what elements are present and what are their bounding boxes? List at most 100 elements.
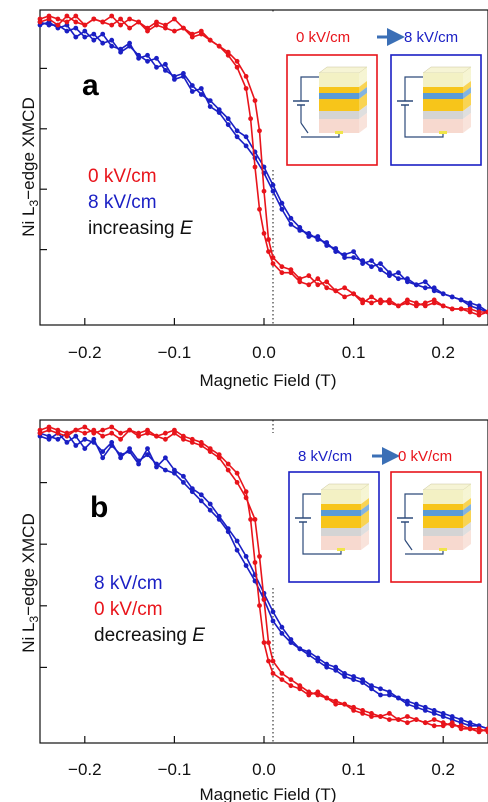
data-point (100, 31, 106, 37)
data-point (118, 436, 123, 442)
data-point (172, 28, 177, 34)
stack-side (463, 484, 471, 498)
data-point (243, 134, 249, 140)
data-point (396, 276, 401, 282)
device-schematic (390, 54, 482, 166)
data-point (333, 701, 339, 707)
data-point (234, 547, 240, 553)
data-point (440, 303, 446, 309)
data-point (181, 71, 186, 76)
data-point (279, 624, 285, 630)
stack-top-face (320, 483, 370, 491)
data-point (225, 52, 231, 58)
stack-layer (423, 73, 463, 81)
wire (404, 493, 423, 518)
wire (404, 105, 444, 138)
data-point (396, 695, 401, 701)
x-tick-label: −0.1 (158, 760, 192, 779)
data-point (172, 430, 177, 436)
data-point (163, 436, 168, 442)
data-point (91, 427, 97, 433)
data-point (396, 717, 401, 722)
data-point (234, 538, 240, 544)
stack-side (463, 492, 471, 504)
data-point (248, 517, 254, 522)
data-point (46, 433, 52, 439)
data-point (225, 116, 231, 122)
data-point (73, 25, 79, 31)
data-point (252, 560, 258, 565)
data-point (181, 473, 186, 479)
data-point (163, 455, 168, 461)
x-tick-label: 0.2 (431, 343, 455, 362)
data-point (118, 430, 123, 436)
data-point (189, 440, 195, 445)
data-point (396, 303, 401, 309)
data-point (189, 489, 195, 495)
data-point (405, 701, 410, 707)
data-point (422, 720, 428, 726)
data-point (234, 480, 240, 485)
data-point (163, 68, 168, 73)
data-point (252, 98, 258, 103)
data-point (248, 116, 254, 122)
stack-layer (423, 99, 463, 111)
stack-layer (321, 504, 361, 510)
contact-pad (335, 131, 343, 134)
data-point (163, 61, 168, 67)
data-point (351, 249, 356, 255)
data-point (82, 446, 88, 451)
data-point (207, 98, 213, 103)
stack-side (463, 522, 471, 536)
stack-side (359, 81, 367, 93)
data-point (306, 652, 312, 658)
data-point (315, 658, 321, 664)
data-point (243, 143, 249, 149)
stack-side (361, 492, 369, 504)
data-point (82, 34, 88, 40)
stack-side (463, 113, 471, 133)
data-point (225, 529, 231, 535)
stack-side (463, 75, 471, 87)
data-point (100, 455, 106, 461)
data-point (279, 631, 285, 636)
data-point (306, 282, 312, 288)
stack-side (359, 87, 367, 99)
y-ticks-b (40, 482, 47, 669)
stack-side (359, 67, 367, 81)
data-point (413, 300, 419, 306)
stack-layer (423, 119, 463, 133)
contact-pad (439, 548, 447, 551)
inset-title-right: 8 kV/cm (404, 29, 458, 46)
data-point (279, 206, 285, 212)
stack-layer (319, 81, 359, 87)
data-point (198, 92, 204, 97)
data-point (145, 452, 150, 458)
data-point (261, 188, 267, 194)
data-point (243, 495, 249, 501)
data-point (387, 717, 392, 722)
data-point (431, 300, 437, 306)
legend-entry-3: decreasing E (94, 625, 205, 646)
data-point (73, 34, 79, 40)
stack-layer (423, 516, 463, 528)
data-point (360, 711, 365, 716)
data-point (46, 16, 52, 22)
data-point (64, 440, 70, 445)
data-point (485, 726, 488, 732)
stack-layer (319, 93, 359, 99)
data-point (279, 671, 285, 676)
stack-side (359, 113, 367, 133)
data-point (73, 19, 79, 25)
data-point (109, 424, 115, 430)
stack-layer (319, 87, 359, 93)
stack-top-face (422, 66, 472, 74)
data-point (243, 563, 249, 568)
stack-side (463, 87, 471, 99)
legend-entry-2: 0 kV/cm (94, 599, 163, 620)
data-point (216, 517, 222, 522)
data-point (252, 517, 258, 522)
data-point (252, 164, 258, 170)
data-point (127, 43, 132, 49)
data-point (369, 294, 374, 300)
